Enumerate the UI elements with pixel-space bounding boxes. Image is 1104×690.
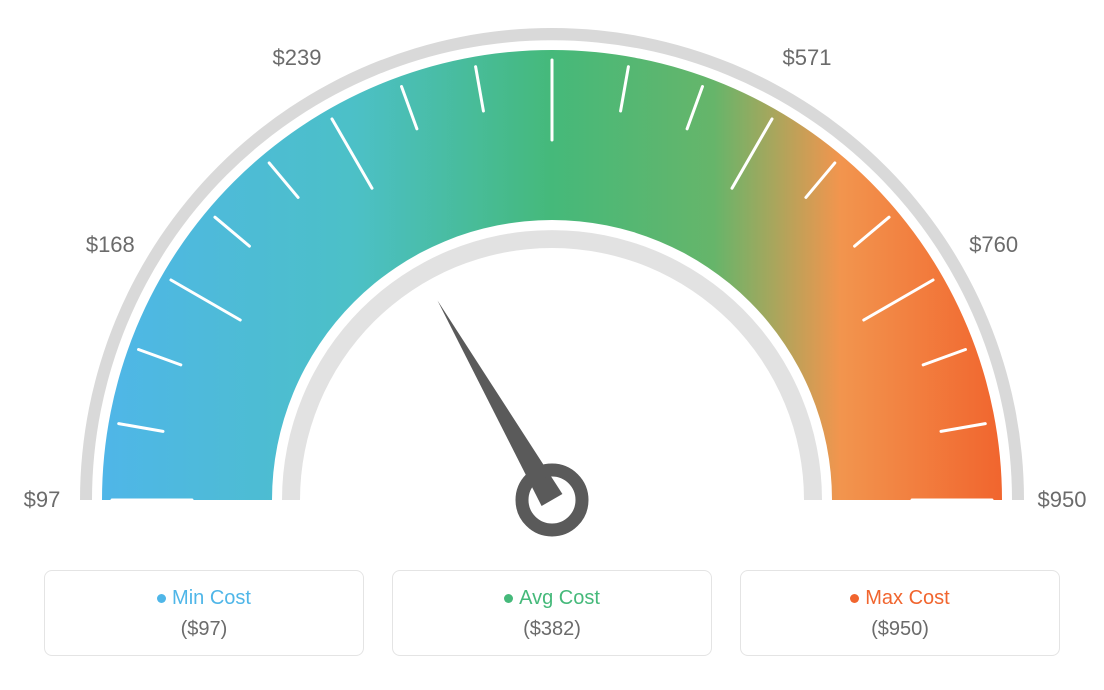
gauge-tick-label: $97: [24, 487, 61, 513]
legend-title-text: Max Cost: [865, 587, 949, 609]
gauge-tick-label: $168: [86, 232, 135, 258]
gauge-tick-label: $571: [783, 45, 832, 71]
legend-title-text: Avg Cost: [519, 587, 600, 609]
legend-card-min: Min Cost ($97): [44, 570, 364, 656]
legend-title-min: Min Cost: [45, 587, 363, 610]
gauge-tick-label: $382: [528, 0, 577, 3]
legend-card-max: Max Cost ($950): [740, 570, 1060, 656]
legend-title-max: Max Cost: [741, 587, 1059, 610]
legend-value-avg: ($382): [393, 618, 711, 641]
dot-icon: [157, 594, 166, 603]
legend-value-max: ($950): [741, 618, 1059, 641]
dot-icon: [850, 594, 859, 603]
legend-title-text: Min Cost: [172, 587, 251, 609]
gauge-tick-label: $760: [969, 232, 1018, 258]
legend-row: Min Cost ($97) Avg Cost ($382) Max Cost …: [0, 570, 1104, 656]
dot-icon: [504, 594, 513, 603]
gauge-svg: [0, 0, 1104, 560]
gauge-tick-label: $950: [1038, 487, 1087, 513]
legend-title-avg: Avg Cost: [393, 587, 711, 610]
legend-card-avg: Avg Cost ($382): [392, 570, 712, 656]
gauge-chart: $97 $168 $239 $382 $571 $760 $950: [0, 0, 1104, 560]
legend-value-min: ($97): [45, 618, 363, 641]
gauge-tick-label: $239: [273, 45, 322, 71]
